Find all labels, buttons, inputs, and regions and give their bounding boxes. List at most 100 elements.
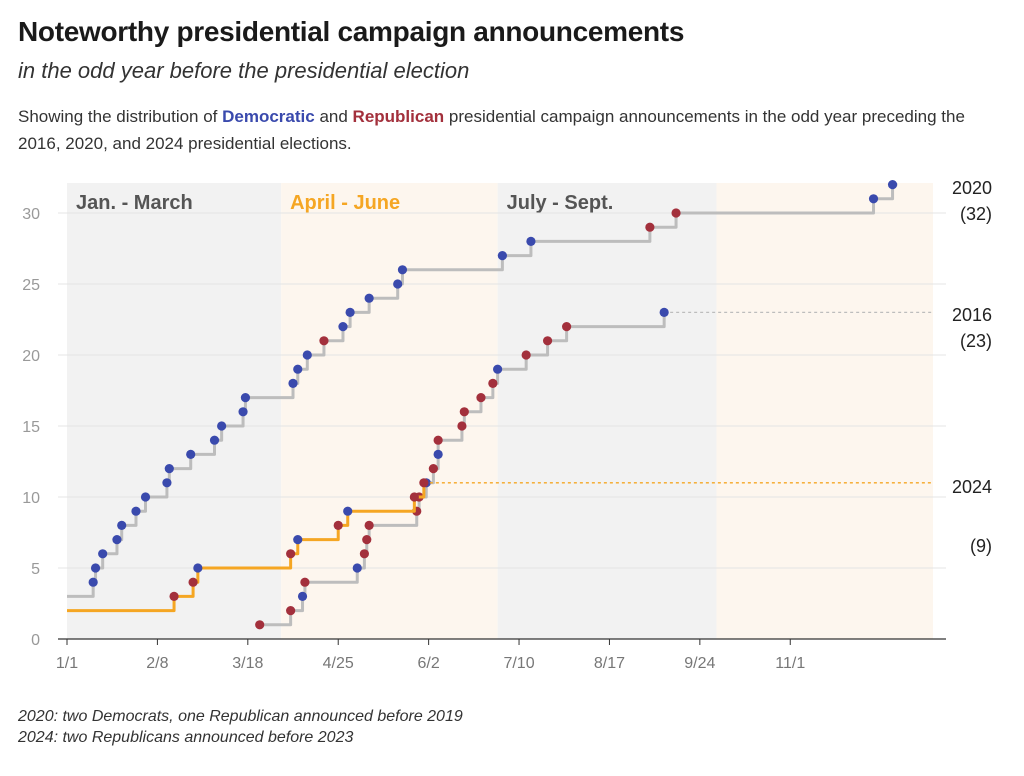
chart-subtitle: in the odd year before the presidential … <box>18 58 470 83</box>
democratic-point-2020-29 <box>887 180 898 190</box>
series-total-2016: (23) <box>960 331 992 351</box>
x-tick-label-6/2: 6/2 <box>418 655 440 672</box>
democratic-point-2020-25 <box>526 236 536 246</box>
x-tick-label-2/8: 2/8 <box>146 655 168 672</box>
democratic-point-2024-7 <box>343 506 353 516</box>
x-tick-label-3/18: 3/18 <box>232 655 263 672</box>
republican-point-2016-1 <box>255 620 265 630</box>
democratic-point-2020-11 <box>209 435 220 445</box>
series-name-2016: 2016 <box>952 305 992 325</box>
quarter-label-2: April - June <box>290 192 400 214</box>
republican-point-2016-17 <box>476 393 486 403</box>
democratic-point-2020-5 <box>117 520 127 531</box>
x-axis: 1/1 2/8 3/18 4/25 6/2 7/10 8/17 9/24 11/1 <box>56 638 946 672</box>
democratic-point-2020-6 <box>131 506 141 516</box>
republican-point-2024-9 <box>419 478 429 488</box>
quarter-label-3: July - Sept. <box>507 192 614 214</box>
series-name-2024: 2024 <box>952 477 992 497</box>
republican-point-2020-26 <box>645 222 655 232</box>
republican-point-2016-12 <box>428 464 438 474</box>
y-tick-label-30: 30 <box>22 206 40 223</box>
democratic-point-2020-1 <box>88 577 98 587</box>
republican-point-2024-1 <box>169 591 179 602</box>
democratic-point-2016-5 <box>352 563 362 573</box>
series-total-2024: (9) <box>970 536 992 556</box>
republican-point-2024-8 <box>409 492 419 502</box>
y-tick-label-15: 15 <box>22 419 40 436</box>
democratic-point-2020-12 <box>217 421 227 431</box>
series-2024 <box>67 478 933 613</box>
x-tick-label-4/25: 4/25 <box>323 655 354 672</box>
democratic-point-2020-17 <box>302 350 312 360</box>
democratic-point-2024-3 <box>193 563 203 573</box>
republican-point-2024-4 <box>286 549 296 559</box>
footnotes: 2020: two Democrats, one Republican anno… <box>18 706 463 748</box>
democratic-point-2016-19 <box>493 364 503 374</box>
y-tick-label-0: 0 <box>31 632 40 649</box>
republican-point-2020-18 <box>319 336 329 346</box>
republican-point-2016-20 <box>521 350 531 360</box>
step-line-2024 <box>67 482 426 613</box>
democratic-point-2020-22 <box>393 279 403 289</box>
series-2020 <box>67 180 898 598</box>
series-name-2020: 2020 <box>952 178 992 198</box>
series-total-2020: (32) <box>960 204 992 224</box>
republican-point-2016-21 <box>542 336 553 346</box>
y-tick-label-25: 25 <box>22 277 40 294</box>
description-republican: Republican <box>352 107 445 126</box>
democratic-point-2020-23 <box>397 265 408 275</box>
description-mid: and <box>314 107 353 126</box>
y-tick-label-20: 20 <box>22 348 40 365</box>
democratic-point-2020-24 <box>497 251 507 261</box>
democratic-point-2016-13 <box>433 449 443 459</box>
x-tick-label-11/1: 11/1 <box>775 655 805 672</box>
democratic-point-2020-21 <box>364 293 374 303</box>
democratic-point-2020-28 <box>868 194 879 204</box>
republican-point-2024-2 <box>188 577 198 587</box>
republican-point-2016-18 <box>488 378 498 388</box>
democratic-point-2020-20 <box>345 307 355 317</box>
democratic-point-2024-5 <box>293 535 303 545</box>
democratic-point-2020-8 <box>162 478 172 488</box>
description-democratic: Democratic <box>222 107 315 126</box>
chart-title: Noteworthy presidential campaign announc… <box>18 16 685 47</box>
republican-point-2016-16 <box>459 407 469 417</box>
democratic-point-2020-19 <box>338 322 348 332</box>
quarter-band-4 <box>716 183 933 639</box>
description-prefix: Showing the distribution of <box>18 107 223 126</box>
democratic-point-2020-4 <box>112 535 122 545</box>
description-suffix: presidential campaign announcements in t… <box>18 107 965 153</box>
republican-point-2016-8 <box>364 520 374 531</box>
republican-point-2016-22 <box>562 322 572 332</box>
democratic-point-2020-10 <box>186 449 196 459</box>
democratic-point-2020-3 <box>98 549 108 559</box>
democratic-point-2020-16 <box>293 364 303 374</box>
republican-point-2016-2 <box>286 606 296 616</box>
republican-point-2016-14 <box>433 435 443 445</box>
republican-point-2020-27 <box>671 208 681 218</box>
democratic-point-2016-3 <box>297 591 308 602</box>
democratic-point-2020-13 <box>238 407 248 417</box>
chart-description: Showing the distribution of Democratic a… <box>18 103 1003 157</box>
republican-point-2016-6 <box>359 549 369 559</box>
republican-point-2016-15 <box>457 421 467 431</box>
republican-point-2016-7 <box>362 535 372 545</box>
quarter-band-3 <box>497 183 717 639</box>
democratic-point-2020-7 <box>140 492 151 502</box>
x-tick-label-1/1: 1/1 <box>56 655 78 672</box>
democratic-point-2020-9 <box>164 464 174 474</box>
republican-point-2016-4 <box>300 577 310 587</box>
republican-point-2024-6 <box>333 520 343 531</box>
democratic-point-2020-2 <box>90 563 101 573</box>
y-tick-label-5: 5 <box>31 561 40 578</box>
footnote-2020: 2020: two Democrats, one Republican anno… <box>18 708 463 725</box>
quarter-label-1: Jan. - March <box>76 192 193 214</box>
democratic-point-2016-23 <box>659 307 669 317</box>
x-tick-label-7/10: 7/10 <box>503 655 534 672</box>
footnote-2024: 2024: two Republicans announced before 2… <box>18 729 354 746</box>
series-labels: 2020 (32) 2016 (23) 2024 (9) <box>952 178 992 556</box>
step-line-2016 <box>259 312 666 627</box>
y-tick-label-10: 10 <box>22 490 40 507</box>
x-tick-label-9/24: 9/24 <box>684 655 715 672</box>
